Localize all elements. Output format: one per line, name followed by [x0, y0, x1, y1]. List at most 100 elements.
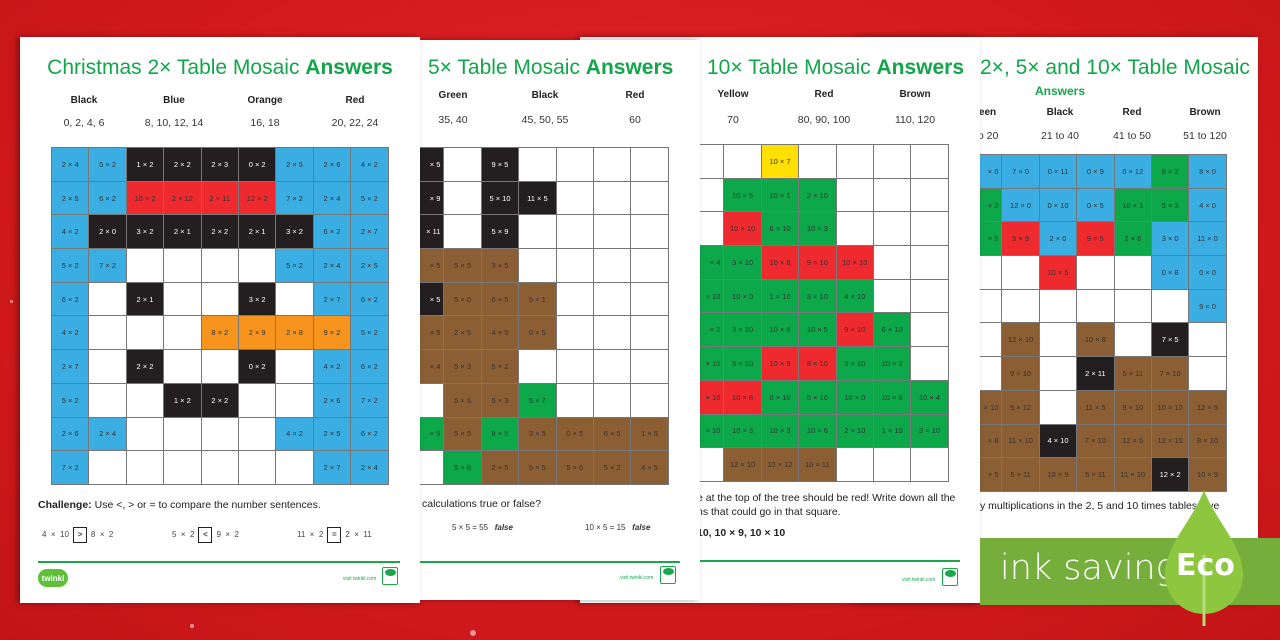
grid-cell [126, 417, 165, 452]
grid-cell: 2 × 5 [276, 148, 314, 182]
grid-cell: 2 × 6 [52, 417, 90, 452]
grid-cell: 12 × 2 [238, 181, 277, 216]
grid-cell [519, 148, 557, 182]
key-label: Brown [899, 89, 931, 100]
grid-cell [631, 350, 669, 384]
grid-cell: 9 × 10 [799, 246, 837, 280]
grid-cell: 12 × 2 [1151, 458, 1190, 492]
visit-link[interactable]: visit twinkl.com [902, 577, 936, 583]
grid-cell: 2 × 11 [201, 181, 239, 216]
grid-cell: 5 × 8 [444, 451, 482, 485]
grid-cell: 2 × 1 [238, 215, 277, 250]
visit-link[interactable]: visit twinkl.com [343, 576, 377, 582]
grid-cell [1114, 289, 1152, 324]
grid-cell [126, 249, 165, 283]
grid-cell: 11 × 0 [1189, 222, 1227, 257]
grid-cell: 2 × 2 [201, 383, 239, 418]
grid-cell [836, 145, 874, 179]
sum: 5 × 5 = 55 [452, 523, 489, 532]
grid-cell: 0 × 11 [1039, 155, 1078, 189]
grid-cell: 3 × 10 [724, 246, 762, 280]
grid-cell [873, 178, 912, 213]
grid-cell [1039, 289, 1078, 324]
grid-cell: 10 × 0 [724, 279, 762, 314]
grid-cell [593, 148, 632, 182]
expr-left: 11 × 2 [297, 530, 324, 539]
grid-cell: 2 × 1 [126, 282, 165, 317]
grid-cell [911, 313, 949, 348]
grid-cell: 10 × 2 [873, 347, 912, 381]
grid-cell: 12 × 10 [1002, 323, 1040, 358]
key-label: Red [1122, 107, 1142, 118]
grid-cell: 8 × 0 [1189, 155, 1227, 189]
expr-right: 9 × 2 [216, 530, 239, 539]
grid-cell: 4 × 2 [313, 350, 352, 384]
title-bold: Answers [876, 56, 965, 79]
grid-cell: 9 × 10 [1002, 357, 1040, 391]
grid-cell [836, 212, 874, 247]
grid-cell [631, 215, 669, 250]
grid-cell [126, 316, 165, 351]
grid-cell: 7 × 0 [1002, 155, 1040, 189]
comparison-sign[interactable]: < [198, 527, 213, 543]
grid-cell [873, 212, 912, 247]
comparison: 4 × 10 >8 × 2 [42, 527, 113, 543]
sheet-subtitle: Answers [1034, 84, 1086, 98]
grid-cell: 2 × 5 [444, 316, 482, 351]
grid-cell: 3 × 10 [724, 313, 762, 348]
grid-cell: 10 × 1 [1114, 188, 1152, 223]
challenge-instructions: Use <, > or = to compare the number sent… [91, 499, 321, 511]
grid-cell: 7 × 2 [52, 451, 90, 485]
grid-cell: 3 × 2 [238, 282, 277, 317]
title-bold: Answers [305, 56, 393, 79]
grid-cell [836, 178, 874, 213]
grid-cell: 3 × 10 [799, 279, 837, 314]
footer-divider [318, 561, 680, 563]
grid-cell [873, 448, 912, 482]
grid-cell: 6 × 2 [351, 350, 389, 384]
grid-cell [1189, 357, 1227, 391]
grid-cell [89, 350, 127, 384]
grid-cell [911, 448, 949, 482]
grid-cell: 9 × 10 [1114, 390, 1152, 425]
comparison-sign[interactable]: = [327, 527, 342, 543]
sheet-title: 10× Table Mosaic Answers [707, 56, 964, 80]
grid-cell: 11 × 5 [1077, 390, 1115, 425]
quality-badge-icon [382, 567, 398, 585]
grid-cell: 10 × 5 [799, 313, 837, 348]
worksheet-2x-table[interactable]: Christmas 2× Table Mosaic Answers Black … [20, 37, 420, 603]
grid-cell [556, 316, 594, 351]
grid-cell [1114, 256, 1152, 290]
grid-cell: 6 × 5 [481, 282, 520, 317]
grid-cell: 9 × 0 [1189, 289, 1227, 324]
grid-cell: 1 × 5 [631, 417, 669, 452]
key-values: 21 to 40 [1041, 130, 1079, 142]
grid-cell: 4 × 10 [1039, 424, 1078, 459]
grid-cell: 0 × 5 [1077, 188, 1115, 223]
grid-cell [238, 417, 277, 452]
grid-cell: 5 × 11 [1114, 357, 1152, 391]
grid-cell: 2 × 10 [799, 178, 837, 213]
grid-cell: 2 × 3 [201, 148, 239, 182]
key-values: 16, 18 [250, 117, 280, 129]
grid-cell [631, 282, 669, 317]
grid-cell: 6 × 5 [593, 417, 632, 452]
grid-cell: 10 × 8 [761, 246, 800, 280]
grid-cell: 2 × 6 [1114, 222, 1152, 257]
grid-cell: 10 × 0 [836, 380, 874, 415]
grid-cell: 5 × 0 [444, 282, 482, 317]
visit-link[interactable]: visit twinkl.com [620, 575, 654, 581]
grid-cell: 7 × 2 [89, 249, 127, 283]
grid-cell: 1 × 10 [761, 279, 800, 314]
grid-cell: 5 × 12 [1002, 390, 1040, 425]
grid-cell: 10 × 5 [1039, 256, 1078, 290]
grid-cell: 5 × 5 [519, 451, 557, 485]
answer-row: 5 × 5 = 55 false [452, 523, 513, 532]
grid-cell: 2 × 7 [52, 350, 90, 384]
comparison-sign[interactable]: > [72, 527, 87, 543]
grid-cell [911, 212, 949, 247]
grid-cell: 2 × 5 [313, 417, 352, 452]
grid-cell: 4 × 2 [276, 417, 314, 452]
grid-cell [89, 383, 127, 418]
